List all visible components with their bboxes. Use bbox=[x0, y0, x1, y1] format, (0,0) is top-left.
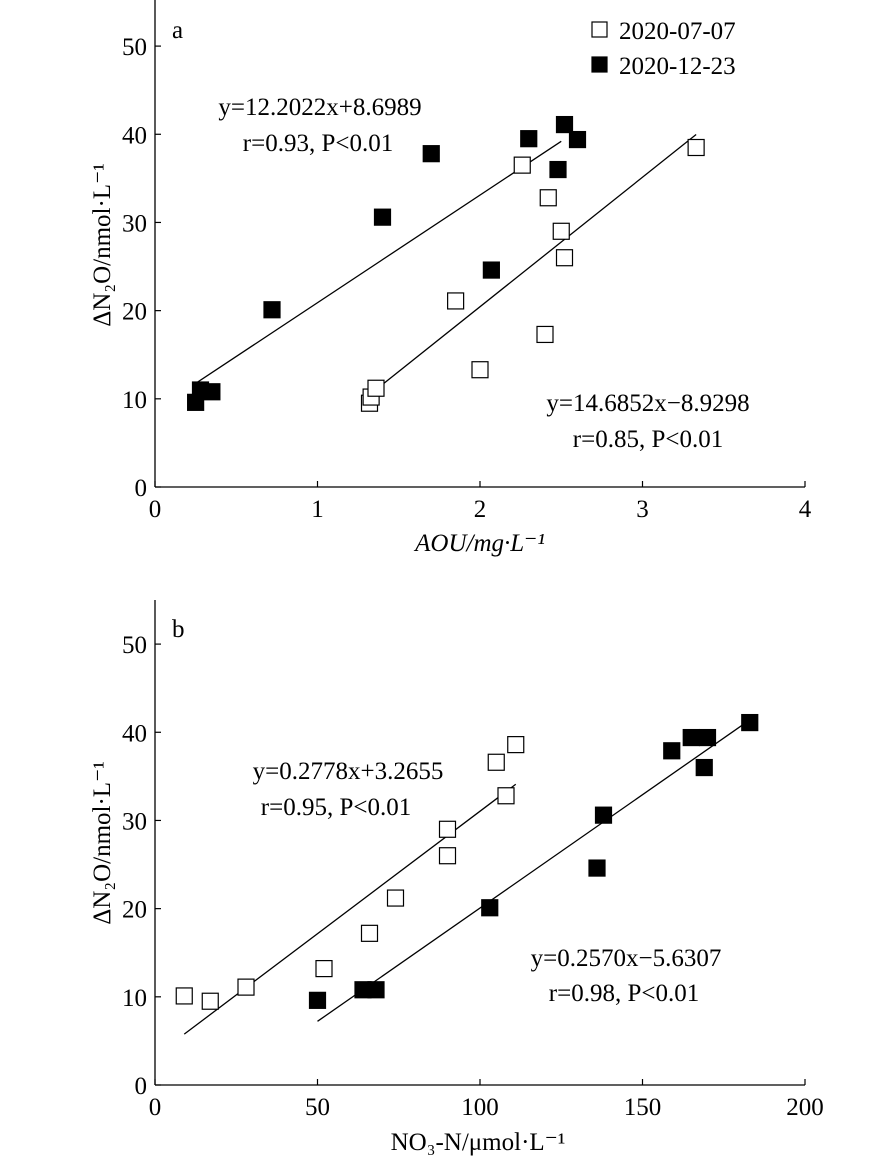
panel-b-y-tick-label: 10 bbox=[122, 985, 147, 1012]
panel-a-y-tick-label: 20 bbox=[122, 299, 147, 326]
panel-a-x-tick-label: 1 bbox=[311, 496, 324, 523]
panel-a-fit-line-series-1 bbox=[370, 134, 697, 395]
panel-b-point-series-1 bbox=[315, 959, 333, 978]
panel-a-y-tick-label: 30 bbox=[122, 210, 147, 237]
legend-marker-open-square bbox=[591, 21, 608, 38]
panel-a-stats-series-1: r=0.85, P<0.01 bbox=[573, 426, 723, 453]
panel-b-x-ticks: 0 50 100 150 200 bbox=[149, 1079, 824, 1121]
panel-a-y-tick-label: 40 bbox=[122, 122, 147, 149]
panel-a-equation-series-1: y=14.6852x−8.9298 bbox=[546, 390, 749, 417]
panel-a-point-series-2 bbox=[482, 261, 500, 279]
panel-b-y-axis-label: ΔN₂O/nmol·L⁻¹ bbox=[89, 761, 116, 925]
panel-b: 0 10 20 30 40 50 0 50 100 150 200 b y=0.2778x+3.2… bbox=[89, 600, 824, 1156]
panel-b-point-series-2 bbox=[594, 806, 613, 824]
panel-b-point-series-1 bbox=[360, 924, 379, 942]
panel-a-label: a bbox=[172, 17, 183, 44]
legend-marker-filled-square bbox=[591, 56, 608, 73]
panel-b-fit-line-series-1 bbox=[183, 783, 517, 1035]
panel-a-point-series-1 bbox=[513, 156, 531, 174]
panel-b-point-series-1 bbox=[487, 753, 505, 771]
panel-a-point-series-1 bbox=[447, 292, 465, 310]
panel-b-x-tick-label: 0 bbox=[149, 1094, 162, 1121]
panel-a-point-series-1 bbox=[555, 249, 574, 267]
panel-a-x-tick-label: 0 bbox=[149, 496, 162, 523]
panel-b-points bbox=[175, 713, 759, 1010]
panel-b-point-series-2 bbox=[308, 991, 327, 1009]
panel-b-y-tick-label: 50 bbox=[122, 632, 147, 659]
panel-b-point-series-2 bbox=[367, 981, 385, 999]
panel-b-y-tick-label: 30 bbox=[122, 808, 147, 835]
panel-a-point-series-1 bbox=[552, 222, 570, 240]
panel-b-point-series-1 bbox=[507, 736, 525, 754]
panel-a-point-series-1 bbox=[536, 325, 554, 344]
panel-a-y-ticks: 0 10 20 30 40 50 bbox=[122, 34, 161, 502]
panel-a-stats-series-2: r=0.93, P<0.01 bbox=[243, 130, 393, 157]
panel-b-point-series-1 bbox=[497, 787, 515, 805]
panel-a-y-tick-label: 50 bbox=[122, 34, 147, 61]
panel-b-axes bbox=[154, 600, 805, 1086]
panel-a-point-series-1 bbox=[539, 189, 557, 207]
panel-b-point-series-2 bbox=[698, 728, 717, 747]
panel-a-point-series-2 bbox=[263, 301, 281, 319]
panel-a-x-axis-label: AOU/mg·L⁻¹ bbox=[413, 530, 545, 557]
panel-b-point-series-1 bbox=[201, 992, 219, 1010]
legend-label-series-2: 2020-12-23 bbox=[619, 53, 736, 80]
panel-a-point-series-1 bbox=[367, 379, 385, 397]
panel-a-point-series-2 bbox=[568, 130, 587, 149]
panel-a-y-tick-label: 10 bbox=[122, 387, 147, 414]
legend-label-series-1: 2020-07-07 bbox=[619, 18, 736, 45]
panel-b-stats-series-2: r=0.98, P<0.01 bbox=[549, 980, 699, 1007]
panel-b-equation-series-1: y=0.2778x+3.2655 bbox=[253, 758, 444, 785]
panel-b-point-series-1 bbox=[237, 978, 255, 996]
panel-a-point-series-2 bbox=[555, 115, 574, 134]
panel-b-y-tick-label: 20 bbox=[122, 897, 147, 924]
panel-a-x-tick-label: 3 bbox=[636, 496, 649, 523]
panel-b-point-series-1 bbox=[175, 987, 193, 1005]
panel-b-y-ticks: 0 10 20 30 40 50 bbox=[122, 632, 161, 1100]
panel-b-point-series-1 bbox=[438, 820, 457, 838]
panel-a-point-series-2 bbox=[422, 145, 440, 163]
panel-b-x-tick-label: 50 bbox=[305, 1094, 330, 1121]
panel-a-y-tick-label: 0 bbox=[135, 475, 148, 502]
panel-a-point-series-2 bbox=[203, 383, 221, 401]
panel-a-fit-line-series-2 bbox=[195, 140, 562, 384]
panel-a-point-series-1 bbox=[687, 138, 705, 157]
panel-a-x-tick-label: 2 bbox=[474, 496, 487, 523]
panel-b-y-tick-label: 40 bbox=[122, 720, 147, 747]
panel-a-point-series-1 bbox=[471, 361, 489, 379]
panel-b-point-series-1 bbox=[386, 889, 405, 907]
panel-a-x-ticks: 0 1 2 3 4 bbox=[149, 481, 812, 523]
panel-b-equation-series-2: y=0.2570x−5.6307 bbox=[531, 945, 722, 972]
panel-b-x-tick-label: 150 bbox=[624, 1094, 662, 1121]
panel-a-point-series-2 bbox=[373, 208, 392, 226]
panel-b-point-series-2 bbox=[741, 713, 759, 732]
panel-b-point-series-2 bbox=[663, 742, 681, 760]
panel-a-x-tick-label: 4 bbox=[799, 496, 812, 523]
panel-b-y-tick-label: 0 bbox=[135, 1073, 148, 1100]
panel-b-stats-series-1: r=0.95, P<0.01 bbox=[261, 794, 411, 821]
panel-b-fit-line-series-2 bbox=[317, 719, 751, 1022]
panel-b-point-series-2 bbox=[682, 728, 700, 747]
panel-a: 0 10 20 30 40 50 0 1 2 3 4 a 2020-07-07 2020-12-2… bbox=[89, 0, 812, 557]
panel-b-x-tick-label: 200 bbox=[786, 1094, 824, 1121]
panel-b-x-tick-label: 100 bbox=[461, 1094, 499, 1121]
panel-b-point-series-1 bbox=[438, 847, 457, 865]
legend: 2020-07-07 2020-12-23 bbox=[591, 18, 736, 80]
panel-b-label: b bbox=[172, 616, 185, 643]
panel-b-point-series-2 bbox=[695, 758, 713, 777]
panel-b-point-series-2 bbox=[588, 859, 606, 877]
panel-b-point-series-2 bbox=[481, 899, 499, 917]
panel-a-point-series-2 bbox=[520, 130, 538, 148]
panel-a-fit-lines bbox=[195, 134, 697, 395]
panel-a-points bbox=[187, 115, 705, 412]
panel-a-point-series-2 bbox=[549, 160, 567, 179]
panel-a-equation-series-2: y=12.2022x+8.6989 bbox=[218, 94, 421, 121]
panel-b-x-axis-label: NO₃-N/μmol·L⁻¹ bbox=[391, 1129, 566, 1156]
panel-a-y-axis-label: ΔN₂O/nmol·L⁻¹ bbox=[89, 163, 116, 327]
